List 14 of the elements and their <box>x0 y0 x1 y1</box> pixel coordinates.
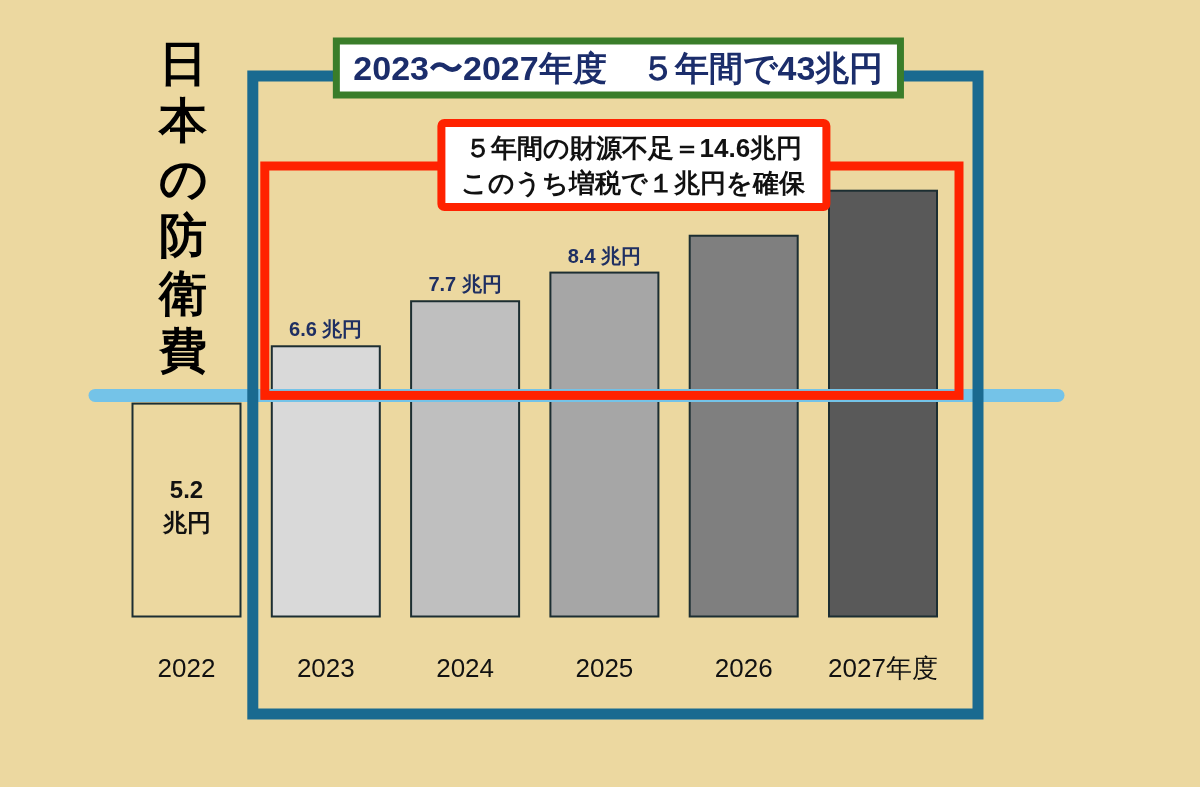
annotation: このうち増税で１兆円を確保 <box>461 167 806 198</box>
x-tick-label: 2023 <box>296 653 355 683</box>
data-label: 6.6 兆円 <box>289 318 363 341</box>
chart-subtitle: 2023〜2027年度 ５年間で43兆円 <box>353 49 884 87</box>
x-tick-label: 2026 <box>714 653 773 683</box>
x-tick-label: 2022 <box>157 653 216 683</box>
data-label: 7.7 兆円 <box>428 273 502 296</box>
x-tick-label: 2024 <box>436 653 495 683</box>
annotation: ５年間の財源不足＝14.6兆円 <box>464 132 803 163</box>
data-label: 5.2 兆円 <box>161 475 211 536</box>
chart-title: 日本の防衛費 <box>157 35 208 378</box>
x-tick-label: 2025 <box>575 653 634 683</box>
data-label: 8.4 兆円 <box>567 244 642 267</box>
x-tick-label: 2027年度 <box>828 653 938 683</box>
